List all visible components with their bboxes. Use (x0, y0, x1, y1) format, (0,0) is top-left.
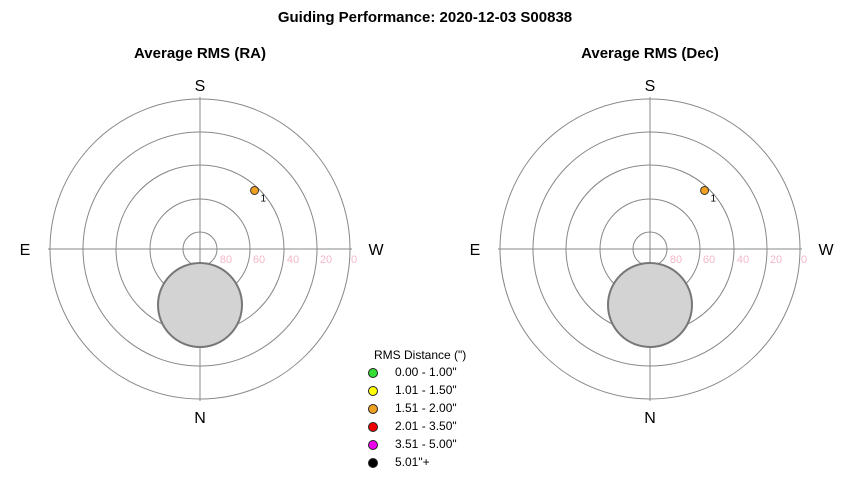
legend-label: 1.01 - 1.50" (395, 383, 457, 397)
ra-polar-plot: 80 60 40 20 0 S N E W 1 (20, 78, 385, 427)
data-point (700, 185, 710, 195)
compass-south-label: S (195, 78, 206, 95)
ring-label: 0 (801, 254, 807, 266)
compass-east-label: E (470, 242, 481, 259)
compass-east-label: E (20, 242, 31, 259)
compass-west-label: W (368, 242, 384, 259)
ring-label: 20 (770, 254, 782, 266)
legend: RMS Distance (") 0.00 - 1.00" 1.01 - 1.5… (368, 348, 466, 473)
legend-item: 1.01 - 1.50" (368, 383, 466, 401)
ring-label: 60 (703, 254, 715, 266)
legend-label: 2.01 - 3.50" (395, 419, 457, 433)
legend-item: 3.51 - 5.00" (368, 437, 466, 455)
compass-north-label: N (194, 410, 206, 427)
data-point (250, 185, 260, 195)
legend-item: 2.01 - 3.50" (368, 419, 466, 437)
average-rms-circle (157, 262, 243, 348)
compass-south-label: S (645, 78, 656, 95)
ring-label: 40 (287, 254, 299, 266)
ring-label: 80 (220, 254, 232, 266)
legend-swatch (368, 440, 378, 450)
ring-label: 40 (737, 254, 749, 266)
data-point-label: 1 (261, 193, 267, 204)
dec-plot-title: Average RMS (Dec) (581, 45, 719, 62)
legend-title: RMS Distance (") (374, 348, 467, 362)
data-point-label: 1 (711, 193, 717, 204)
ring-label: 60 (253, 254, 265, 266)
average-rms-circle (607, 262, 693, 348)
dec-polar-plot: 80 60 40 20 0 S N E W 1 (470, 78, 835, 427)
legend-swatch (368, 404, 378, 414)
legend-swatch (368, 368, 378, 378)
ring-label: 0 (351, 254, 357, 266)
legend-item: 1.51 - 2.00" (368, 401, 466, 419)
legend-label: 3.51 - 5.00" (395, 437, 457, 451)
compass-west-label: W (818, 242, 834, 259)
compass-north-label: N (644, 410, 656, 427)
legend-label: 0.00 - 1.00" (395, 365, 457, 379)
legend-label: 5.01"+ (395, 455, 430, 469)
chart-title: Guiding Performance: 2020-12-03 S00838 (277, 9, 573, 26)
legend-swatch (368, 422, 378, 432)
legend-item: 0.00 - 1.00" (368, 365, 466, 383)
legend-swatch (368, 386, 378, 396)
ra-plot-title: Average RMS (RA) (134, 45, 266, 62)
ring-label: 80 (670, 254, 682, 266)
ring-label: 20 (320, 254, 332, 266)
legend-label: 1.51 - 2.00" (395, 401, 457, 415)
legend-swatch (368, 458, 378, 468)
legend-item: 5.01"+ (368, 455, 466, 473)
